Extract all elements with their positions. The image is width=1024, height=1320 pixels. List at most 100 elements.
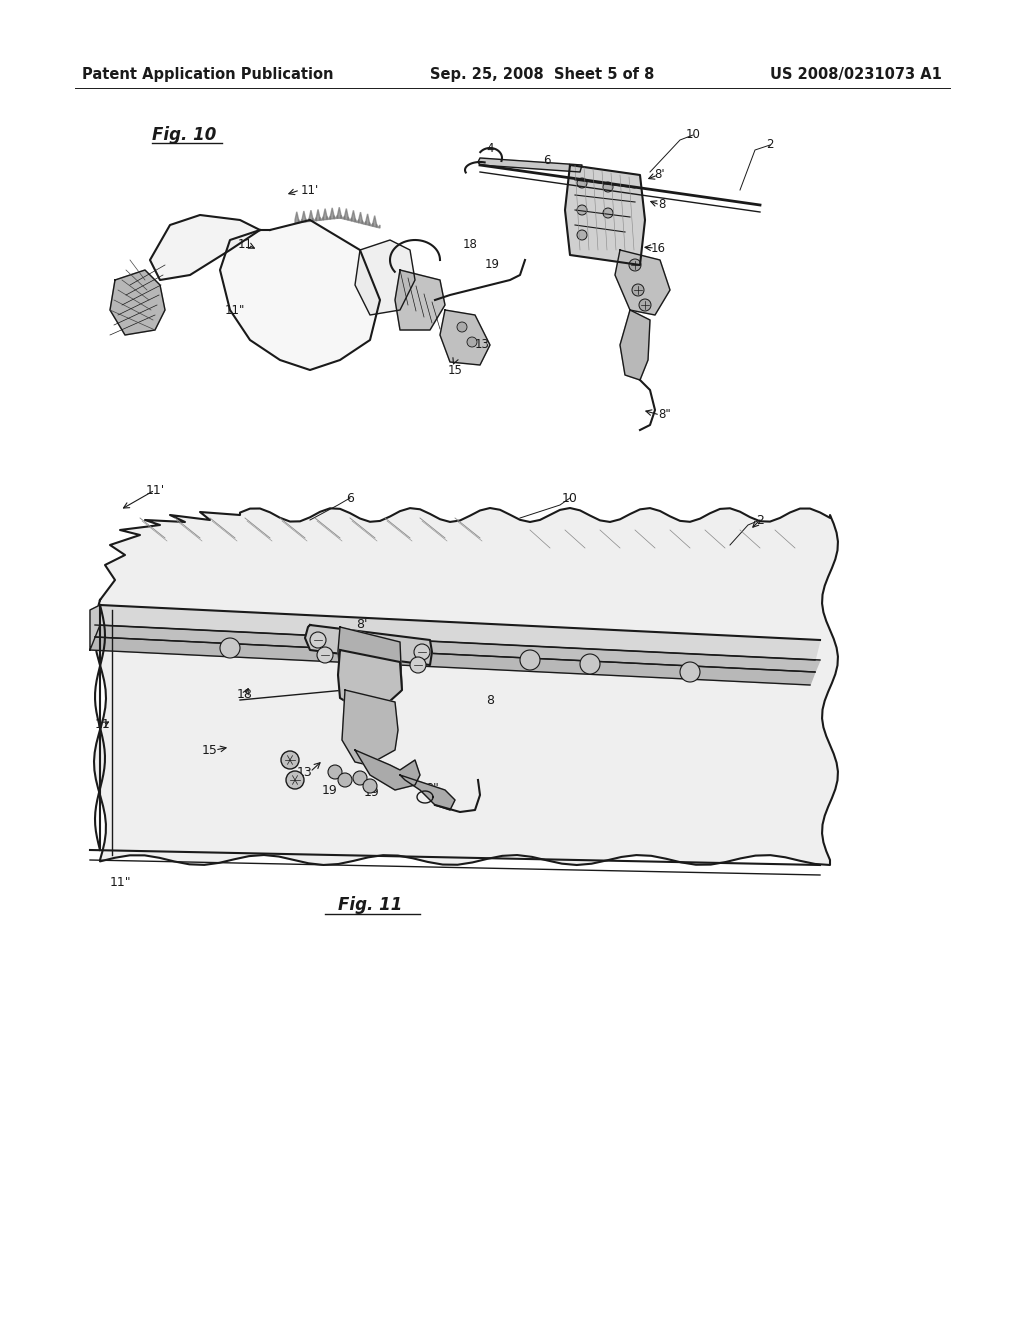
Polygon shape — [90, 638, 815, 685]
Text: 15: 15 — [447, 363, 463, 376]
Polygon shape — [324, 209, 327, 220]
Polygon shape — [319, 216, 324, 220]
Polygon shape — [370, 222, 373, 226]
Polygon shape — [345, 209, 348, 220]
Circle shape — [317, 647, 333, 663]
Polygon shape — [338, 627, 402, 690]
Polygon shape — [305, 218, 309, 222]
Text: 11": 11" — [225, 304, 245, 317]
Polygon shape — [327, 216, 331, 219]
Circle shape — [338, 774, 352, 787]
Polygon shape — [358, 213, 362, 223]
Circle shape — [281, 751, 299, 770]
Polygon shape — [334, 215, 338, 219]
Text: 19: 19 — [365, 785, 380, 799]
Polygon shape — [620, 310, 650, 380]
Text: 2: 2 — [766, 139, 774, 152]
Text: Fig. 10: Fig. 10 — [152, 125, 216, 144]
Text: 8": 8" — [425, 781, 439, 795]
Text: 8: 8 — [658, 198, 666, 211]
Polygon shape — [309, 210, 312, 222]
Text: 19: 19 — [484, 259, 500, 272]
Text: 13: 13 — [297, 766, 313, 779]
Polygon shape — [95, 624, 820, 672]
Circle shape — [577, 205, 587, 215]
Polygon shape — [95, 605, 820, 660]
Polygon shape — [377, 224, 380, 228]
Polygon shape — [373, 215, 377, 227]
Text: 19: 19 — [323, 784, 338, 796]
Circle shape — [362, 779, 377, 793]
Polygon shape — [362, 220, 366, 224]
Polygon shape — [355, 240, 415, 315]
Polygon shape — [90, 605, 100, 649]
Circle shape — [328, 766, 342, 779]
Text: 11": 11" — [110, 875, 131, 888]
Circle shape — [680, 663, 700, 682]
Text: 10: 10 — [685, 128, 700, 141]
Circle shape — [603, 182, 613, 191]
Polygon shape — [305, 624, 432, 665]
Polygon shape — [440, 310, 490, 366]
Polygon shape — [615, 249, 670, 315]
Polygon shape — [338, 649, 402, 711]
Polygon shape — [400, 775, 455, 810]
Polygon shape — [341, 215, 345, 219]
Circle shape — [639, 300, 651, 312]
Circle shape — [286, 771, 304, 789]
Text: 10: 10 — [562, 491, 578, 504]
Text: 16: 16 — [650, 242, 666, 255]
Text: Sep. 25, 2008  Sheet 5 of 8: Sep. 25, 2008 Sheet 5 of 8 — [430, 67, 654, 82]
Text: 8": 8" — [658, 408, 672, 421]
Polygon shape — [565, 165, 645, 265]
Text: 8': 8' — [654, 169, 666, 181]
Circle shape — [457, 322, 467, 333]
Text: 4: 4 — [486, 141, 494, 154]
Polygon shape — [348, 216, 351, 220]
Polygon shape — [355, 750, 420, 789]
Circle shape — [629, 259, 641, 271]
Polygon shape — [220, 220, 380, 370]
Circle shape — [632, 284, 644, 296]
Circle shape — [520, 649, 540, 671]
Text: US 2008/0231073 A1: US 2008/0231073 A1 — [770, 67, 942, 82]
Circle shape — [414, 644, 430, 660]
Polygon shape — [295, 211, 299, 223]
Circle shape — [577, 230, 587, 240]
Polygon shape — [478, 158, 582, 172]
Text: 8': 8' — [356, 619, 368, 631]
Polygon shape — [342, 690, 398, 766]
Text: 11': 11' — [301, 183, 319, 197]
Text: 6: 6 — [346, 491, 354, 504]
Circle shape — [353, 771, 367, 785]
Text: 15: 15 — [202, 743, 218, 756]
Text: Fig. 11: Fig. 11 — [338, 896, 402, 913]
Circle shape — [220, 638, 240, 657]
Text: 13: 13 — [474, 338, 489, 351]
Text: Patent Application Publication: Patent Application Publication — [82, 67, 334, 82]
Polygon shape — [299, 219, 302, 223]
Text: 8: 8 — [486, 693, 494, 706]
Polygon shape — [94, 508, 838, 865]
Polygon shape — [331, 207, 334, 219]
Polygon shape — [302, 211, 305, 222]
Circle shape — [577, 178, 587, 187]
Polygon shape — [316, 210, 319, 220]
Circle shape — [603, 209, 613, 218]
Circle shape — [467, 337, 477, 347]
Polygon shape — [150, 215, 260, 280]
Polygon shape — [110, 271, 165, 335]
Polygon shape — [338, 207, 341, 218]
Circle shape — [580, 653, 600, 675]
Text: 11: 11 — [95, 718, 111, 731]
Text: 6: 6 — [544, 153, 551, 166]
Text: 18: 18 — [463, 239, 477, 252]
Polygon shape — [355, 219, 358, 223]
Text: 18: 18 — [238, 689, 253, 701]
Text: 11: 11 — [238, 239, 253, 252]
Polygon shape — [312, 218, 316, 220]
Polygon shape — [395, 271, 445, 330]
Text: 2: 2 — [756, 513, 764, 527]
Polygon shape — [366, 214, 370, 226]
Circle shape — [410, 657, 426, 673]
